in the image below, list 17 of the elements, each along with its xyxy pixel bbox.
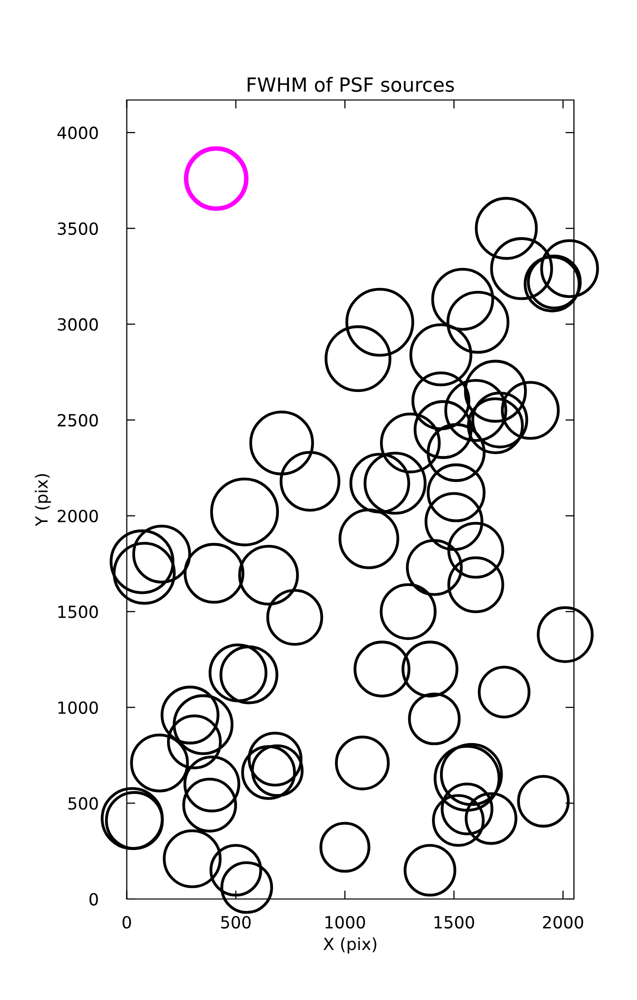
x-tick-label: 500 [221,916,251,929]
y-tick-label: 3500 [58,222,98,235]
chart-title: FWHM of PSF sources [248,76,454,92]
x-tick-label: 2000 [543,916,584,929]
y-axis-title: Y (pix) [34,474,52,526]
y-tick-label: 500 [68,797,98,810]
y-tick-label: 1500 [58,606,98,618]
y-tick-label: 4000 [57,126,98,140]
x-tick-label: 0 [122,916,131,929]
y-tick-label: 2500 [58,414,98,427]
x-tick-label: 1500 [434,916,474,929]
y-tick-label: 3000 [58,318,98,331]
y-tick-label: 0 [89,892,98,906]
y-tick-label: 2000 [58,510,98,522]
x-axis-title: X (pix) [323,937,376,954]
x-tick-label: 1000 [326,916,365,929]
y-tick-label: 1000 [58,701,98,714]
